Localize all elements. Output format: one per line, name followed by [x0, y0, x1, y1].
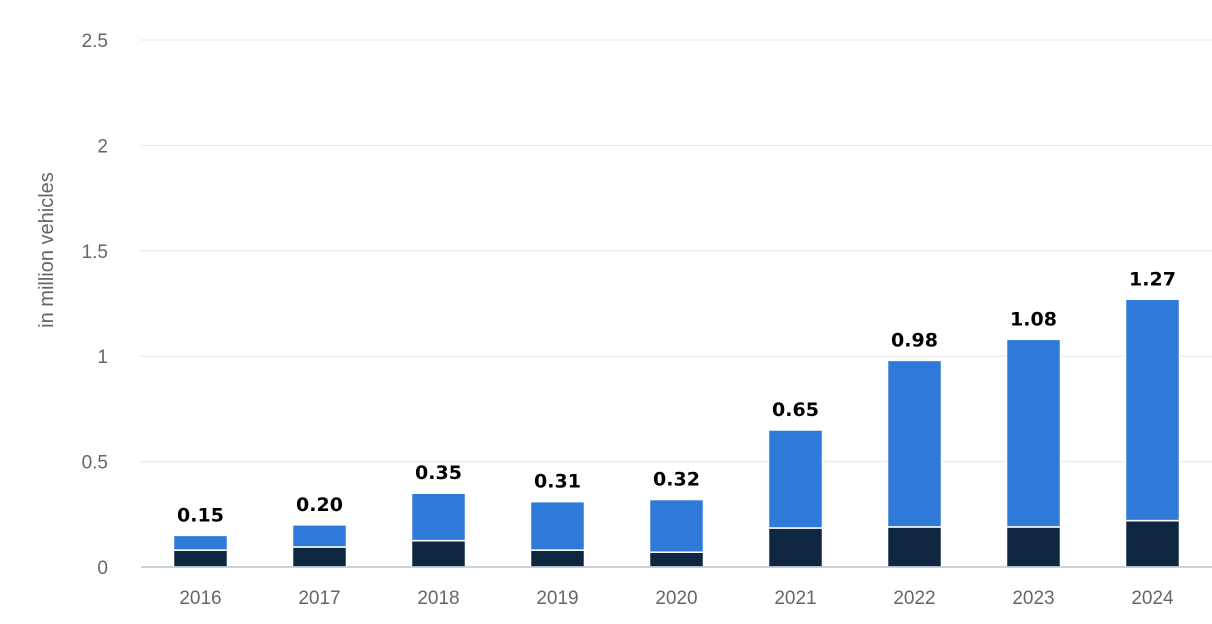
- bar-segment-2019-0: [529, 549, 586, 568]
- y-tick-label: 0.5: [82, 453, 108, 474]
- bar-segment-2023-0: [1005, 526, 1062, 568]
- bar-segment-2021-1: [767, 429, 824, 529]
- x-tick-label: 2017: [298, 588, 340, 609]
- bar-total-label: 0.98: [891, 329, 938, 351]
- bar-segment-2021-0: [767, 527, 824, 568]
- y-tick-label: 0: [97, 558, 108, 579]
- bar-total-label: 1.08: [1010, 308, 1057, 330]
- bar-segment-2022-1: [886, 359, 943, 528]
- x-tick-label: 2024: [1131, 588, 1174, 609]
- bar-segment-2016-1: [172, 534, 229, 551]
- y-axis-title: in million vehicles: [36, 172, 58, 328]
- bar-segment-2017-0: [291, 546, 348, 568]
- x-tick-label: 2022: [893, 588, 935, 609]
- y-tick-label: 2.5: [82, 31, 108, 52]
- data-labels: 0.15 0.20 0.35 0.31 0.32 0.65 0.98 1.08 1.27: [177, 268, 1176, 526]
- bar-total-label: 1.27: [1129, 268, 1176, 290]
- y-tick-label: 1.5: [82, 242, 108, 263]
- x-tick-label: 2018: [417, 588, 459, 609]
- bar-total-label: 0.65: [772, 399, 819, 421]
- bar-segment-2024-1: [1124, 298, 1181, 522]
- bar-segment-2020-0: [648, 551, 705, 568]
- bar-segment-2016-0: [172, 549, 229, 568]
- x-tick-label: 2023: [1012, 588, 1054, 609]
- x-tick-label: 2020: [655, 588, 697, 609]
- bar-total-label: 0.35: [415, 462, 462, 484]
- bar-total-label: 0.15: [177, 504, 224, 526]
- bar-segment-2017-1: [291, 524, 348, 548]
- bar-total-label: 0.20: [296, 494, 343, 516]
- bar-segment-2018-0: [410, 539, 467, 568]
- bar-segment-2018-1: [410, 492, 467, 542]
- bar-segment-2023-1: [1005, 338, 1062, 528]
- bar-segment-2024-0: [1124, 519, 1181, 568]
- bars: [172, 298, 1181, 568]
- x-axis-ticks: 2016 2017 2018 2019 2020 2021 2022 2023 2024: [179, 588, 1174, 609]
- bar-total-label: 0.31: [534, 471, 581, 493]
- y-tick-label: 2: [97, 136, 108, 157]
- x-tick-label: 2019: [536, 588, 578, 609]
- bar-segment-2020-1: [648, 498, 705, 553]
- bar-segment-2022-0: [886, 526, 943, 568]
- y-axis-ticks: 0 0.5 1 1.5 2 2.5: [82, 31, 108, 579]
- x-tick-label: 2016: [179, 588, 221, 609]
- y-tick-label: 1: [97, 347, 108, 368]
- bar-total-label: 0.32: [653, 469, 700, 491]
- x-tick-label: 2021: [774, 588, 816, 609]
- bar-segment-2019-1: [529, 500, 586, 551]
